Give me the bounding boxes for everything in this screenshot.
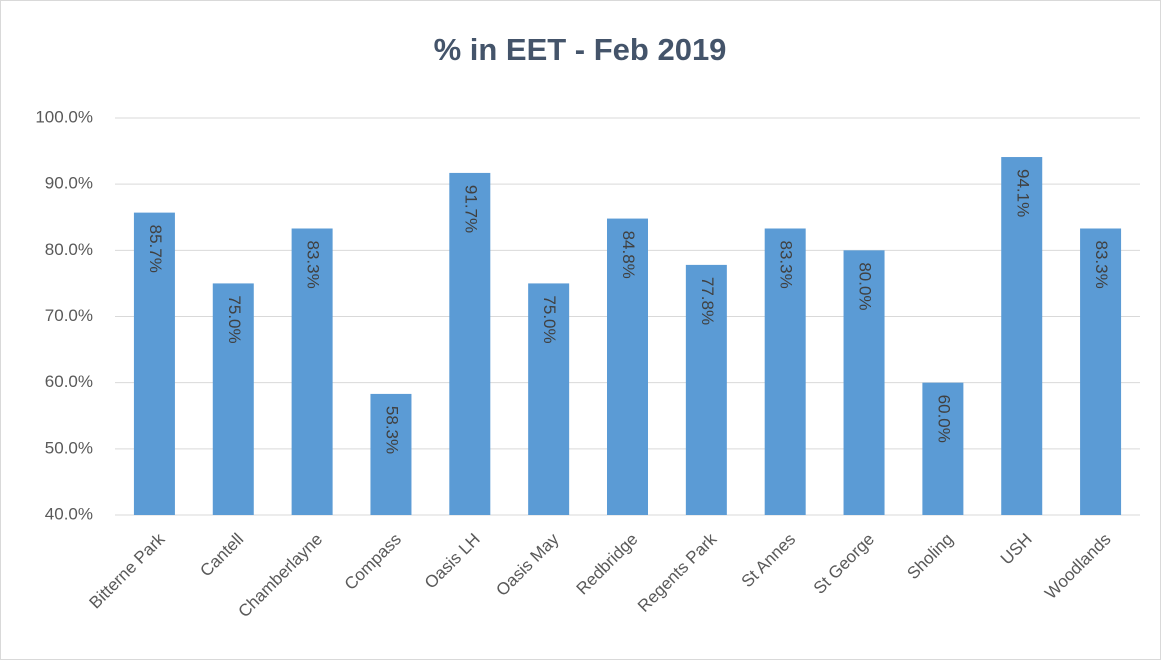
value-label: 60.0% (934, 395, 953, 443)
bar (1080, 228, 1122, 515)
y-tick-label: 100.0% (35, 107, 93, 126)
y-tick-label: 70.0% (45, 306, 93, 325)
value-label: 94.1% (1013, 169, 1032, 217)
value-label: 83.3% (1092, 240, 1111, 288)
bar (607, 218, 648, 515)
y-tick-label: 90.0% (45, 174, 93, 193)
value-label: 75.0% (540, 295, 559, 343)
chart-title: % in EET - Feb 2019 (434, 32, 727, 67)
bar (685, 264, 727, 515)
value-label: 83.3% (304, 240, 323, 288)
y-tick-label: 50.0% (45, 438, 93, 457)
value-label: 75.0% (225, 295, 244, 343)
value-label: 91.7% (461, 185, 480, 233)
value-label: 83.3% (777, 240, 796, 288)
y-tick-label: 40.0% (45, 504, 93, 523)
bar (133, 212, 175, 515)
value-label: 84.8% (619, 231, 638, 279)
bar (764, 228, 806, 515)
bar (922, 382, 964, 515)
bar (1001, 157, 1043, 515)
bar (370, 393, 412, 515)
bar (843, 250, 885, 516)
value-label: 80.0% (856, 262, 875, 310)
bar (449, 172, 491, 515)
y-tick-label: 60.0% (45, 372, 93, 391)
bar (528, 283, 570, 515)
bar (212, 283, 254, 515)
value-label: 85.7% (146, 225, 165, 273)
bar (291, 228, 333, 515)
value-label: 58.3% (382, 406, 401, 454)
value-label: 77.8% (698, 277, 717, 325)
y-tick-label: 80.0% (45, 240, 93, 259)
